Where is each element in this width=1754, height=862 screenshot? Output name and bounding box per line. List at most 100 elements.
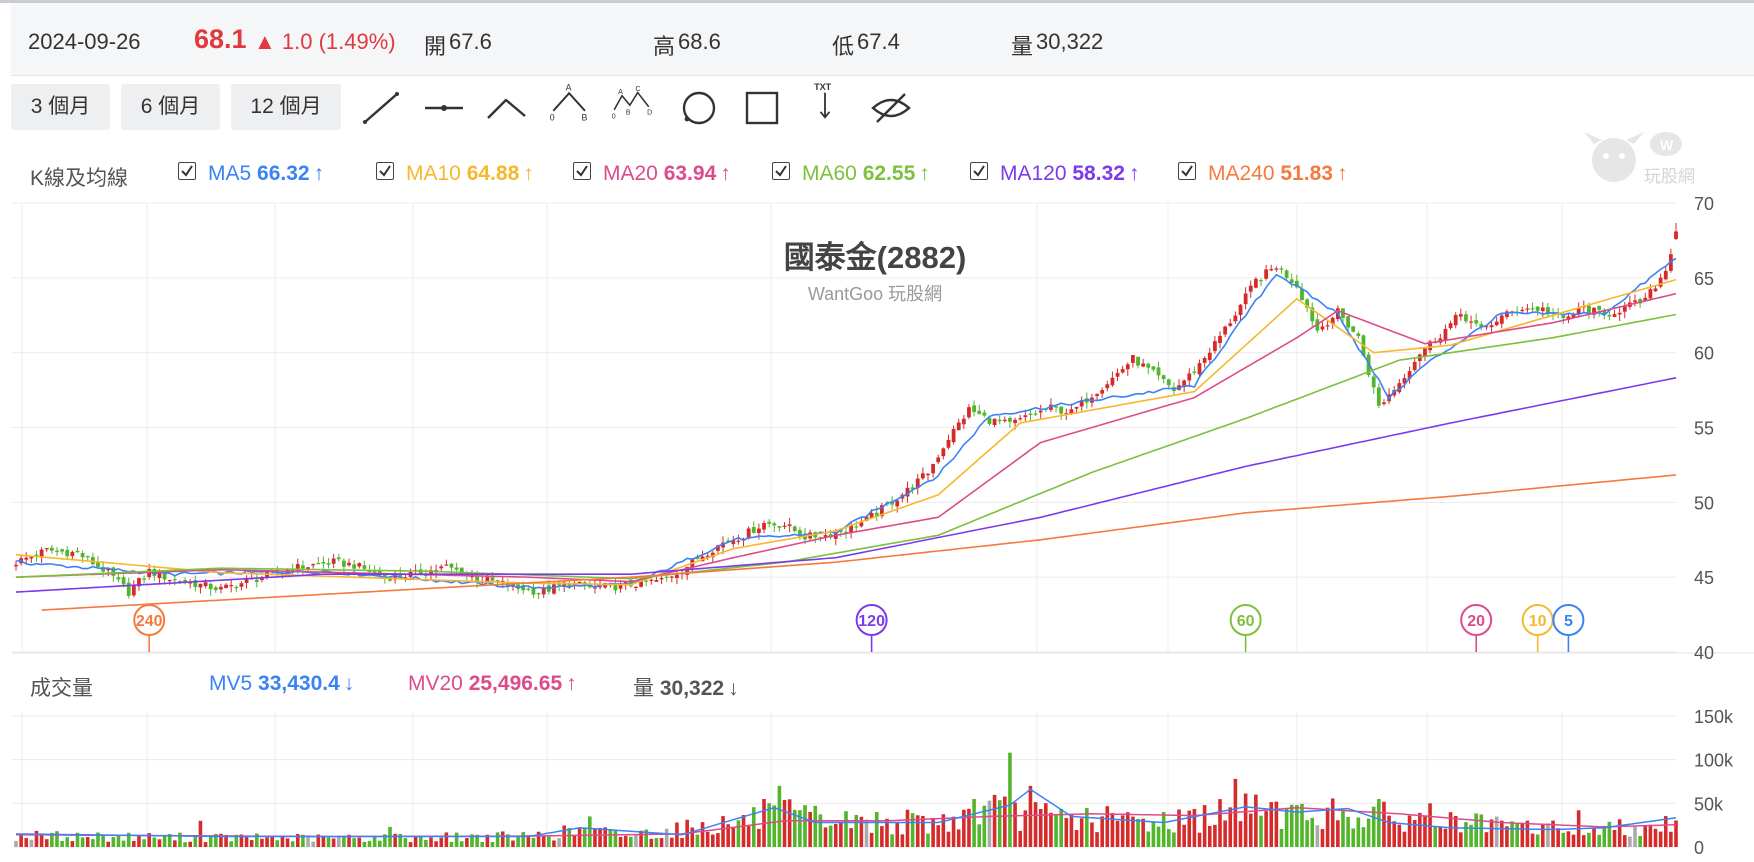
angle-tool-icon[interactable] (485, 88, 529, 128)
arrow-up-icon: ↑ (523, 162, 534, 185)
volume-bar (992, 794, 997, 847)
volume-bar (874, 812, 879, 847)
volume-bar (598, 827, 602, 847)
candle-body (654, 580, 659, 582)
ma-checkbox-ma240[interactable] (1178, 162, 1196, 180)
volume-bar (1438, 826, 1443, 847)
circle-tool-icon[interactable] (677, 88, 721, 128)
candle-body (613, 583, 618, 591)
candle-body (1356, 333, 1361, 337)
volume-bar (116, 834, 121, 847)
horizontal-line-tool-icon[interactable] (422, 88, 466, 128)
candle-body (70, 551, 75, 556)
volume-bar (823, 827, 828, 847)
candle-body (1428, 341, 1432, 351)
volume-bar (234, 834, 239, 847)
volume-bar (249, 840, 254, 847)
arrow-up-icon: ↑ (1336, 162, 1348, 185)
candle-body (80, 553, 85, 558)
volume-bar (1443, 828, 1448, 847)
volume-bar (1566, 831, 1571, 847)
ma-checkbox-ma10[interactable] (376, 162, 394, 180)
candle-body (1146, 363, 1151, 368)
chart-watermark-subtitle: WantGoo 玩股網 (808, 284, 942, 304)
ma-marker-label: 60 (1237, 613, 1255, 630)
ma-item-ma20: MA20 63.94 ↑ (603, 162, 731, 185)
ma-marker-240 (133, 604, 166, 636)
abcd-pattern-tool-icon[interactable]: 0 A B C D (611, 86, 667, 128)
volume-bar (1638, 835, 1642, 847)
candle-body (849, 524, 854, 534)
volume-bar (1110, 813, 1115, 847)
candle-body (213, 587, 218, 591)
volume-bar (1197, 832, 1202, 847)
volume-bar (1402, 831, 1407, 847)
ma-checkbox-ma120[interactable] (970, 162, 988, 180)
volume-bar (516, 835, 520, 847)
volume-bar (1330, 798, 1335, 847)
volume-bar (1054, 813, 1058, 847)
ma-line-ma10 (15, 278, 1677, 586)
chart-watermark-title: 國泰金(2882) (784, 240, 967, 275)
candle-body (1136, 356, 1140, 366)
volume-bar (690, 827, 695, 847)
candle-body (357, 563, 362, 567)
candle-body (1325, 325, 1330, 327)
candle-body (1489, 325, 1494, 328)
volume-bar (1136, 818, 1140, 847)
volume-bar (849, 828, 853, 847)
svg-text:D: D (647, 110, 652, 117)
candle-body (131, 585, 136, 596)
candle-body (44, 548, 49, 550)
volume-bar (741, 815, 746, 847)
candle-body (347, 562, 351, 566)
volume-bar (567, 828, 572, 847)
candle-body (1110, 377, 1115, 386)
hide-eye-icon[interactable] (869, 88, 913, 128)
volume-bar (511, 840, 515, 847)
volume-bar (1279, 828, 1284, 847)
candle-body (721, 542, 725, 548)
candle-body (859, 522, 864, 527)
volume-tick-label: 0 (1694, 838, 1704, 858)
volume-bar (772, 805, 777, 847)
volume-bar (1382, 801, 1386, 847)
candle-body (1264, 269, 1269, 279)
volume-bar (362, 841, 367, 847)
candle-body (854, 526, 859, 528)
kline-label: K線及均線 (30, 167, 129, 190)
volume-bar (1515, 823, 1519, 847)
candle-body (1079, 400, 1084, 407)
candle-body (920, 473, 925, 479)
text-arrow-tool-icon[interactable]: TXT (803, 82, 847, 128)
candle-body (1607, 314, 1612, 317)
range-6m-button[interactable]: 6 個月 (121, 84, 220, 130)
volume-bar (24, 838, 29, 847)
ma-checkbox-ma5[interactable] (178, 162, 196, 180)
abc-pattern-tool-icon[interactable]: 0 A B (548, 83, 598, 128)
rectangle-tool-icon[interactable] (740, 88, 784, 128)
volume-bar (80, 837, 85, 847)
candle-body (664, 576, 669, 578)
ma-checkbox-ma60[interactable] (772, 162, 790, 180)
volume-bar (377, 840, 382, 847)
candle-body (219, 586, 223, 590)
range-3m-button[interactable]: 3 個月 (11, 84, 110, 130)
candle-body (137, 578, 141, 587)
candle-body (1494, 321, 1499, 326)
volume-bar (424, 839, 428, 847)
volume-bar (1474, 813, 1478, 847)
volume-bar (639, 830, 643, 847)
candle-body (485, 577, 490, 582)
volume-bar (470, 834, 474, 847)
range-12m-button[interactable]: 12 個月 (231, 84, 341, 130)
volume-bar (664, 828, 669, 847)
volume-bar (454, 832, 459, 847)
candle-body (639, 579, 643, 587)
ma-start-markers: 240 120 60 20 10 5 (133, 604, 1585, 652)
candle-body (1166, 379, 1171, 386)
line-tool-icon[interactable] (359, 88, 403, 128)
volume-bar (926, 833, 930, 847)
ma-checkbox-ma20[interactable] (573, 162, 591, 180)
